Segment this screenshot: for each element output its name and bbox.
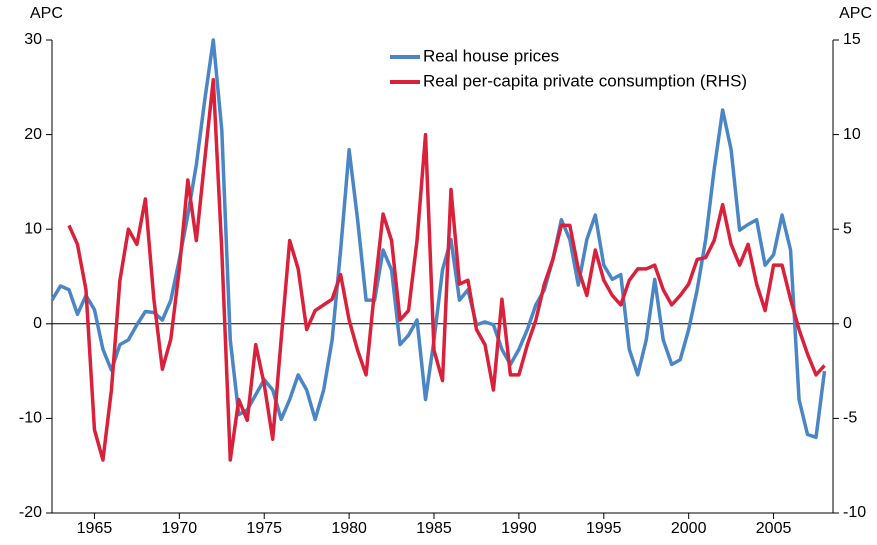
- legend-label: Real house prices: [423, 46, 559, 65]
- y-axis-label: APC: [30, 5, 63, 22]
- legend-label: Real per-capita private consumption (RHS…: [423, 71, 747, 90]
- x-tick-label: 1985: [416, 520, 452, 537]
- y2-tick-label: 10: [843, 126, 861, 143]
- y-tick-label: 30: [24, 31, 42, 48]
- y2-tick-label: -10: [843, 504, 866, 521]
- x-tick-label: 1970: [162, 520, 198, 537]
- series-line: [50, 38, 827, 440]
- y-tick-label: 20: [24, 126, 42, 143]
- y2-axis-label: APC: [839, 5, 872, 22]
- x-tick-label: 1975: [246, 520, 282, 537]
- y-tick-label: -20: [19, 504, 42, 521]
- y-tick-label: 0: [33, 315, 42, 332]
- y2-tick-label: 5: [843, 220, 852, 237]
- y2-tick-label: 15: [843, 31, 861, 48]
- y-tick-label: 10: [24, 220, 42, 237]
- x-tick-label: 1980: [331, 520, 367, 537]
- x-tick-label: 1990: [501, 520, 537, 537]
- x-tick-label: 2005: [756, 520, 792, 537]
- x-tick-label: 1995: [586, 520, 622, 537]
- y2-tick-label: 0: [843, 315, 852, 332]
- x-tick-label: 1965: [77, 520, 113, 537]
- x-tick-label: 2000: [671, 520, 707, 537]
- y-tick-label: -10: [19, 410, 42, 427]
- y2-tick-label: -5: [843, 410, 857, 427]
- series-line: [67, 77, 826, 462]
